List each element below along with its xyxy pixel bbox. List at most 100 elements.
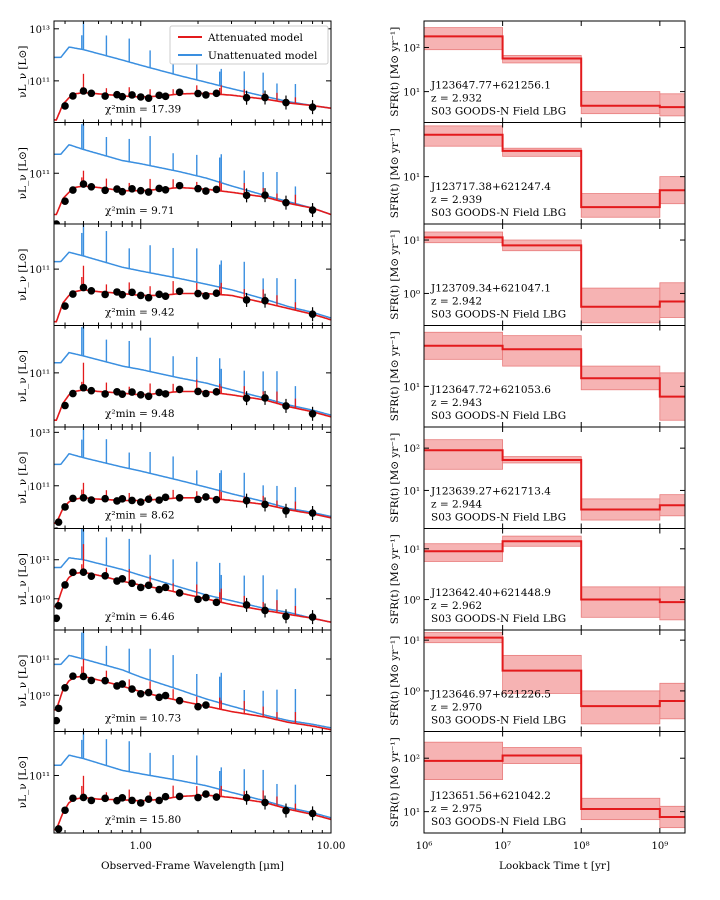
photometry-point — [128, 685, 136, 693]
sfh-uncertainty-band — [502, 654, 582, 694]
sfh-y-tick-label: 10¹ — [403, 486, 420, 497]
panel-3: 10¹¹ χ²min = 9.42 νL_ν [L⊙] 10¹ 10⁰ J123709.3… — [17, 223, 686, 326]
chi2-label: χ²min = 9.48 — [105, 408, 175, 420]
sed-y-axis-label: νL_ν [L⊙] — [17, 553, 29, 605]
photometry-point — [261, 394, 269, 402]
sfh-x-tick-label: 10⁶ — [416, 841, 433, 852]
galaxy-redshift: z = 2.944 — [431, 499, 482, 511]
sfh-plot-area — [424, 125, 685, 218]
galaxy-survey: S03 GOODS-N Field LBG — [431, 410, 566, 422]
sed-axes-frame — [53, 426, 332, 529]
galaxy-survey: S03 GOODS-N Field LBG — [431, 207, 566, 219]
photometry-point — [155, 91, 163, 100]
sed-axes-frame — [53, 223, 332, 326]
attenuated-model-line — [54, 91, 331, 121]
galaxy-redshift: z = 2.932 — [431, 93, 482, 105]
photometry-point — [136, 690, 145, 698]
photometry-point — [155, 693, 163, 702]
photometry-point — [194, 793, 202, 802]
photometry-point — [128, 184, 136, 193]
photometry-point — [194, 495, 202, 504]
legend-box — [169, 25, 329, 65]
photometry-point — [261, 191, 269, 199]
photometry-point — [144, 392, 153, 401]
photometry-point — [175, 385, 184, 394]
panel-8: 10¹¹ χ²min = 15.80 νL_ν [L⊙] 10² 10¹ J123651.… — [17, 731, 686, 844]
photometry-point — [54, 518, 63, 526]
panel-2: 10¹¹ χ²min = 9.71 νL_ν [L⊙] 10¹ J123717.38+6… — [17, 122, 686, 225]
photometry-point — [61, 684, 69, 692]
galaxy-redshift: z = 2.962 — [431, 600, 482, 612]
sed-y-axis-label: νL_ν [L⊙] — [17, 452, 29, 504]
sfh-y-axis-label: SFR(t) [M⊙ yr⁻¹] — [389, 534, 401, 624]
galaxy-survey: S03 GOODS-N Field LBG — [431, 613, 566, 625]
photometry-point — [202, 701, 210, 709]
sfh-median-line — [424, 636, 685, 708]
sed-y-tick-label: 10¹³ — [29, 25, 50, 36]
unattenuated-model-line — [54, 754, 331, 819]
photometry-point — [242, 93, 251, 102]
sed-plot-area — [54, 630, 331, 731]
photometry-point — [194, 387, 202, 396]
sfh-median-line — [424, 540, 685, 604]
sed-y-axis-label: νL_ν [L⊙] — [17, 350, 29, 402]
sed-y-axis-label: νL_ν [L⊙] — [17, 46, 29, 98]
photometry-point — [282, 612, 290, 621]
sfh-uncertainty-band — [580, 91, 661, 115]
photometry-point — [87, 286, 96, 295]
photometry-point — [118, 495, 127, 503]
photometry-point — [54, 601, 63, 610]
photometry-point — [69, 568, 77, 577]
sfh-y-axis-label: SFR(t) [M⊙ yr⁻¹] — [389, 27, 401, 117]
legend: Attenuated model Unattenuated model — [169, 25, 329, 65]
sed-plot-area — [54, 224, 331, 323]
photometry-point — [308, 410, 317, 418]
photometry-point — [212, 185, 221, 194]
photometry-point — [282, 402, 290, 410]
photometry-point — [282, 98, 290, 107]
photometry-point — [69, 290, 77, 298]
galaxy-survey: S03 GOODS-N Field LBG — [431, 309, 566, 321]
photometry-point — [53, 836, 61, 844]
photometry-point — [308, 206, 317, 214]
galaxy-survey: S03 GOODS-N Field LBG — [431, 816, 566, 828]
photometry-point — [308, 103, 317, 111]
photometry-point — [61, 302, 69, 310]
sed-y-tick-label: 10¹¹ — [29, 369, 50, 380]
sfh-y-tick-label: 10⁰ — [403, 289, 420, 300]
photometry-point — [79, 283, 88, 292]
sfh-x-axis-label: Lookback Time t [yr] — [499, 860, 610, 872]
sfh-uncertainty-band — [580, 193, 661, 218]
sed-y-tick-label: 10¹⁰ — [29, 691, 50, 702]
photometry-point — [136, 583, 145, 592]
chi2-label: χ²min = 15.80 — [105, 814, 181, 826]
sfh-y-axis-label: SFR(t) [M⊙ yr⁻¹] — [389, 737, 401, 827]
galaxy-id: J123717.38+621247.4 — [430, 181, 551, 193]
attenuated-model-line — [54, 289, 331, 323]
sfh-uncertainty-band — [424, 543, 504, 562]
sfh-y-tick-label: 10¹ — [403, 236, 420, 247]
photometry-point — [175, 88, 184, 97]
sfh-y-tick-label: 10⁰ — [403, 596, 420, 607]
photometry-point — [69, 672, 77, 680]
unattenuated-model-line — [54, 452, 331, 518]
galaxy-id: J123647.72+621053.6 — [430, 384, 551, 396]
sed-plot-area — [54, 21, 331, 121]
sfh-y-axis-label: SFR(t) [M⊙ yr⁻¹] — [389, 331, 401, 421]
photometry-point — [155, 585, 163, 594]
photometry-point — [144, 581, 153, 590]
photometry-point — [118, 794, 127, 802]
photometry-point — [161, 691, 170, 700]
sfh-uncertainty-band — [424, 439, 504, 470]
photometry-point — [202, 790, 210, 798]
photometry-point — [87, 572, 96, 580]
photometry-point — [136, 498, 145, 506]
photometry-point — [212, 495, 221, 504]
photometry-point — [308, 809, 317, 818]
sed-y-tick-label: 10¹¹ — [29, 77, 50, 88]
photometry-point — [101, 290, 109, 299]
photometry-point — [202, 292, 210, 300]
photometry-point — [202, 187, 210, 195]
sfh-plot-area — [424, 27, 685, 117]
photometry-point — [87, 676, 96, 685]
